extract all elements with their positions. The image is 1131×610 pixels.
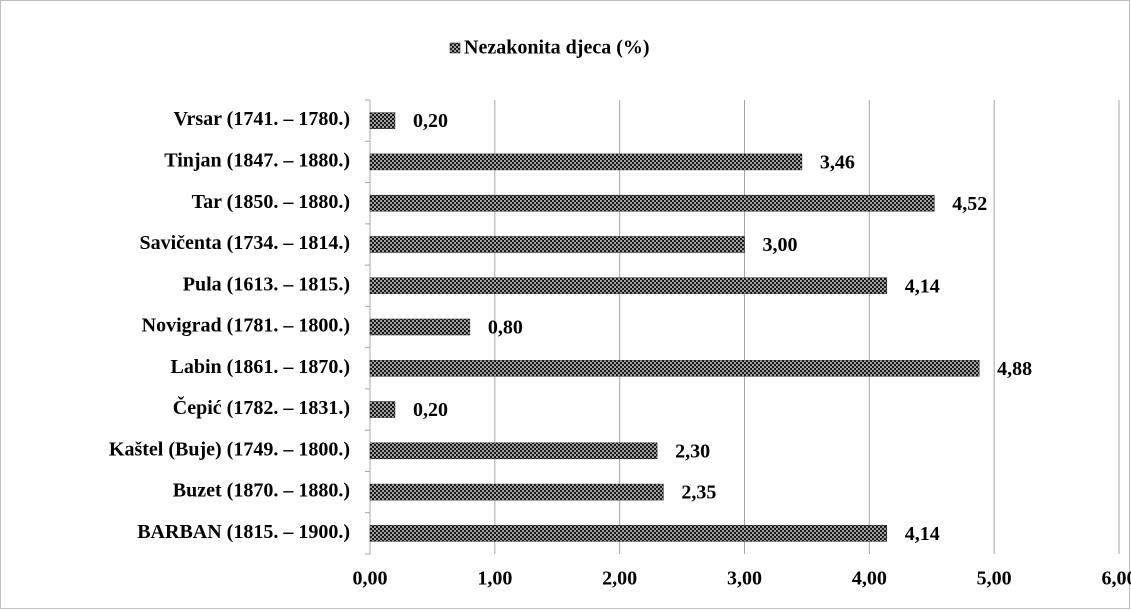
x-tick-label: 5,00 <box>977 568 1012 590</box>
y-tick-label: Novigrad (1781. – 1800.) <box>142 315 350 337</box>
y-tick-label: Kaštel (Buje) (1749. – 1800.) <box>109 438 350 460</box>
x-tick-label: 3,00 <box>727 568 762 590</box>
y-tick-label: BARBAN (1815. – 1900.) <box>137 521 350 543</box>
bar <box>369 318 471 336</box>
y-tick-label: Buzet (1870. – 1880.) <box>173 480 350 502</box>
y-tick-label: Labin (1861. – 1870.) <box>171 356 350 378</box>
x-tick-label: 4,00 <box>852 568 887 590</box>
bar <box>369 442 658 460</box>
legend-marker <box>449 42 461 54</box>
x-tick-label: 0,00 <box>353 568 388 590</box>
value-label: 4,14 <box>905 523 940 545</box>
value-label: 3,00 <box>763 234 798 256</box>
value-label: 3,46 <box>820 152 855 174</box>
bar <box>369 277 888 294</box>
bar <box>369 360 980 377</box>
value-label: 2,35 <box>681 482 716 504</box>
x-tick-label: 6,00 <box>1102 568 1131 590</box>
bar <box>369 153 803 171</box>
y-tick-label: Tinjan (1847. – 1880.) <box>164 150 350 172</box>
value-label: 0,20 <box>413 399 448 421</box>
bar <box>369 483 664 501</box>
legend-label: Nezakonita djeca (%) <box>464 37 650 59</box>
value-label: 2,30 <box>675 440 710 462</box>
bar <box>369 525 888 542</box>
y-tick-label: Pula (1613. – 1815.) <box>183 273 350 295</box>
y-tick-label: Savičenta (1734. – 1814.) <box>139 232 350 254</box>
value-label: 0,20 <box>413 110 448 132</box>
bar <box>369 194 935 212</box>
x-tick-label: 1,00 <box>477 568 512 590</box>
value-label: 4,88 <box>997 358 1032 380</box>
bar <box>369 112 396 129</box>
value-label: 4,14 <box>905 275 940 297</box>
y-tick-label: Vrsar (1741. – 1780.) <box>174 108 350 130</box>
x-tick-label: 2,00 <box>602 568 637 590</box>
y-tick-label: Čepić (1782. – 1831.) <box>173 395 350 419</box>
y-tick-label: Tar (1850. – 1880.) <box>192 191 350 213</box>
bar <box>369 401 396 418</box>
value-label: 0,80 <box>488 317 523 339</box>
bar <box>369 236 745 253</box>
value-label: 4,52 <box>952 193 987 215</box>
